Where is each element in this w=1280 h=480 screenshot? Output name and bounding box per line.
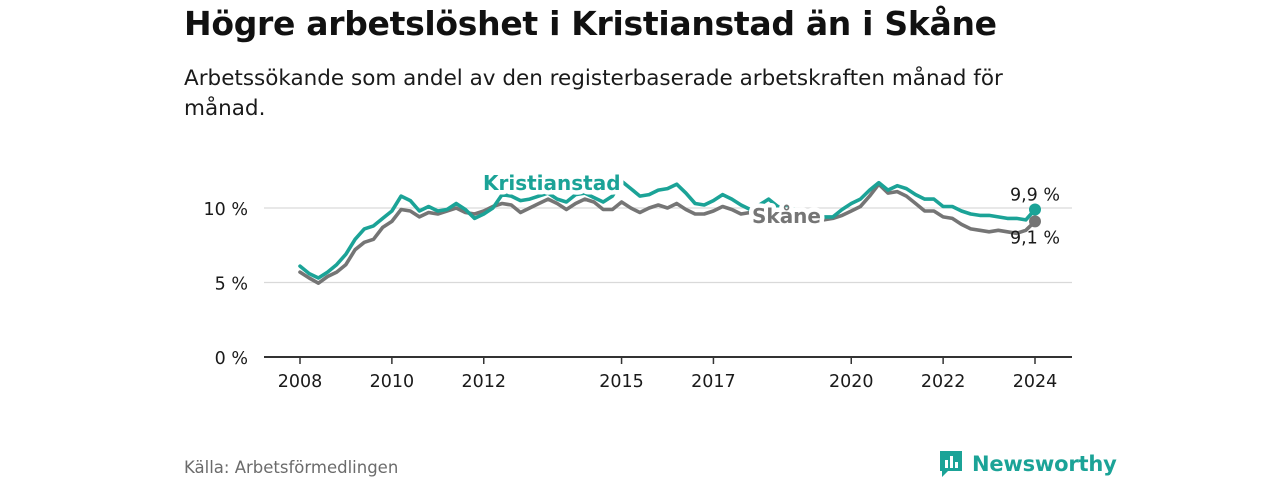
x-tick-label: 2008 bbox=[278, 372, 323, 392]
bar-chart-icon bbox=[940, 451, 962, 477]
brand-name: Newsworthy bbox=[972, 452, 1117, 476]
series-labels: 9,9 %9,1 %KristianstadKristianstadSkåneS… bbox=[479, 167, 1061, 249]
x-tick-label: 2015 bbox=[599, 372, 644, 392]
end-point-skane bbox=[1029, 215, 1041, 228]
chart-subtitle: Arbetssökande som andel av den registerb… bbox=[184, 66, 1003, 121]
y-axis-ticks: 0 % 5 % 10 % bbox=[204, 200, 248, 369]
series-label-kristianstad: Kristianstad bbox=[483, 171, 621, 195]
y-tick-label: 10 % bbox=[204, 200, 248, 220]
end-value-label-kristianstad: 9,9 % bbox=[1010, 185, 1060, 205]
series-label-skane: Skåne bbox=[752, 204, 821, 228]
x-axis: 2008 2010 2012 2015 2017 2020 2022 2024 bbox=[264, 356, 1072, 392]
x-tick-label: 2024 bbox=[1013, 372, 1058, 392]
y-tick-label: 5 % bbox=[215, 275, 248, 295]
chart-title: Högre arbetslöshet i Kristianstad än i S… bbox=[184, 4, 997, 43]
series-label-halo: Kristianstad bbox=[483, 171, 621, 195]
source-note: Källa: Arbetsförmedlingen bbox=[184, 458, 399, 477]
series-label-halo: Skåne bbox=[752, 204, 821, 228]
end-value-label-skane: 9,1 % bbox=[1010, 228, 1060, 248]
x-tick-label: 2017 bbox=[691, 372, 736, 392]
newsworthy-logo[interactable]: Newsworthy bbox=[938, 449, 1117, 479]
x-tick-label: 2020 bbox=[829, 372, 874, 392]
x-tick-label: 2010 bbox=[370, 372, 415, 392]
end-point-kristianstad bbox=[1029, 203, 1041, 216]
series-line-skane bbox=[298, 182, 1037, 285]
x-tick-label: 2022 bbox=[921, 372, 966, 392]
series-lines bbox=[298, 179, 1037, 285]
series-line-kristianstad bbox=[298, 179, 1037, 280]
x-tick-label: 2012 bbox=[461, 372, 506, 392]
y-tick-label: 0 % bbox=[215, 349, 248, 369]
